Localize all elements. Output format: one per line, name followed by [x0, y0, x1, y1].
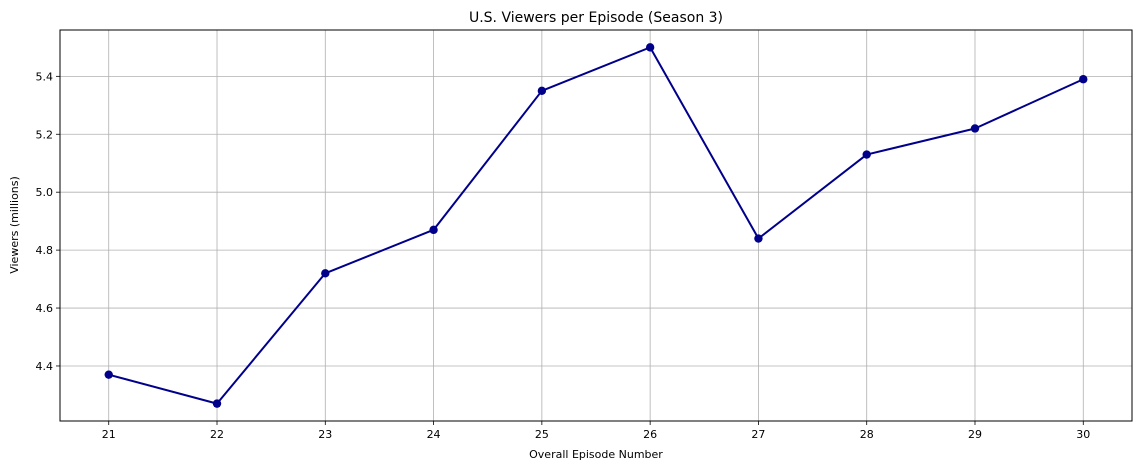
- y-tick-label: 4.4: [36, 360, 54, 373]
- x-tick-label: 29: [968, 428, 982, 441]
- series-line: [108, 46, 1084, 405]
- y-axis-label: Viewers (millions): [8, 176, 21, 274]
- x-tick-label: 28: [860, 428, 874, 441]
- data-point: [212, 399, 222, 408]
- data-point: [429, 225, 438, 235]
- plot-frame: [59, 29, 1133, 422]
- x-tick-label: 26: [643, 428, 657, 441]
- x-tick-label: 27: [751, 428, 765, 441]
- data-point: [321, 269, 330, 278]
- y-tick-label: 4.8: [36, 244, 54, 257]
- x-tick-label: 22: [210, 428, 224, 441]
- x-tick-label: 25: [535, 428, 549, 441]
- data-point: [754, 234, 763, 243]
- y-tick-label: 5.2: [36, 128, 54, 141]
- data-point: [537, 86, 547, 96]
- data-point: [645, 43, 655, 52]
- data-point: [104, 370, 113, 379]
- x-tick-label: 30: [1076, 428, 1090, 441]
- y-tick-label: 4.6: [36, 302, 54, 315]
- y-tick-label: 5.4: [36, 70, 54, 83]
- x-tick-label: 21: [102, 428, 116, 441]
- data-point: [862, 150, 871, 159]
- series-layer: [104, 43, 1088, 408]
- grid-lines: [60, 30, 1132, 421]
- x-tick-label: 24: [427, 428, 441, 441]
- data-point: [1079, 75, 1088, 84]
- y-tick-label: 5.0: [36, 186, 54, 199]
- axis-ticks: 21 22 23 24 25 26 27 28 29 30 4.4 4.6 4.8 5.0 5.2 5.4: [36, 70, 1091, 441]
- data-point: [970, 124, 980, 133]
- x-axis-label: Overall Episode Number: [529, 448, 663, 461]
- chart-title: U.S. Viewers per Episode (Season 3): [469, 10, 723, 26]
- x-tick-label: 23: [318, 428, 332, 441]
